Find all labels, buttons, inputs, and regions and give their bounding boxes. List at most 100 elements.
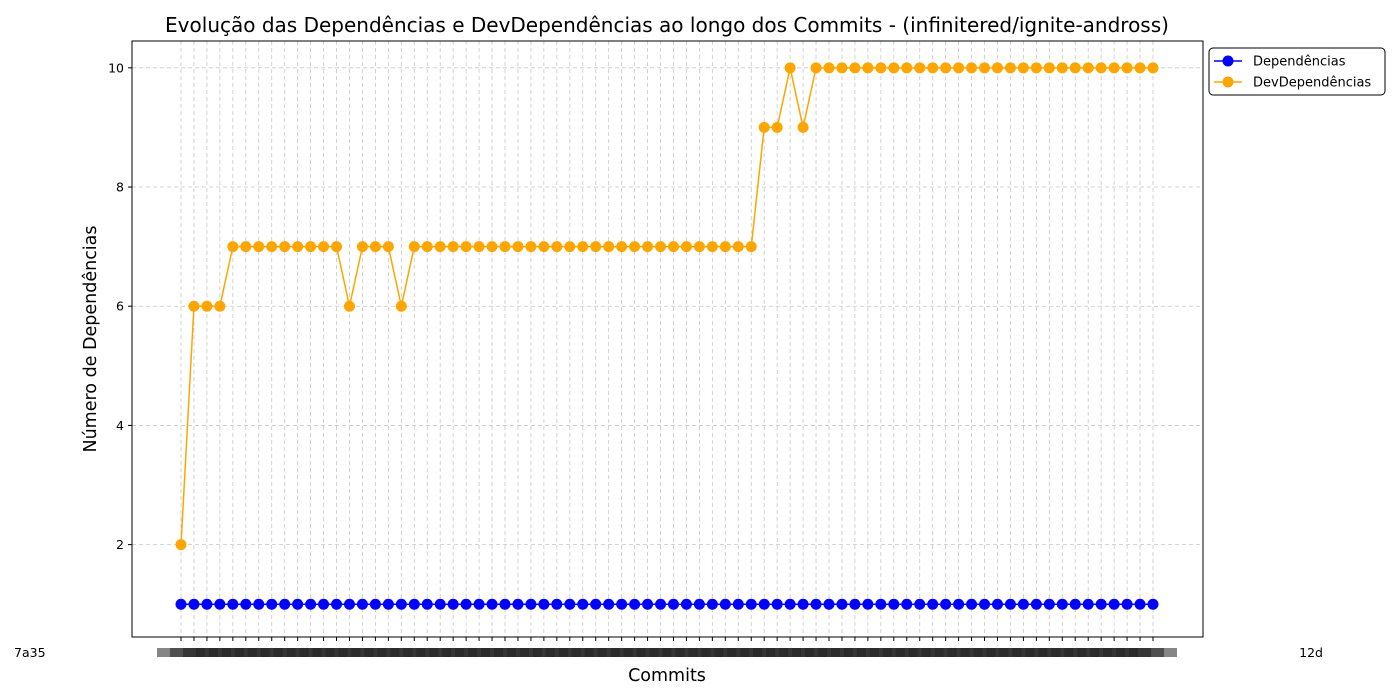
data-point — [577, 598, 589, 610]
data-point — [706, 598, 718, 610]
data-point — [240, 598, 252, 610]
data-point — [356, 241, 368, 253]
data-point — [214, 300, 226, 312]
data-point — [693, 241, 705, 253]
data-point — [940, 62, 952, 74]
y-tick-label: 4 — [116, 418, 124, 433]
series-devdependencias — [175, 62, 1159, 551]
data-point — [318, 598, 330, 610]
data-point — [1056, 598, 1068, 610]
data-point — [642, 241, 654, 253]
data-point — [979, 62, 991, 74]
data-point — [914, 62, 926, 74]
legend: Dependências DevDependências — [1208, 47, 1386, 96]
data-point — [836, 62, 848, 74]
x-axis: 7a35 12d — [14, 637, 1323, 660]
data-point — [201, 300, 213, 312]
data-point — [979, 598, 991, 610]
data-point — [849, 62, 861, 74]
data-point — [395, 598, 407, 610]
data-point — [1121, 62, 1133, 74]
data-point — [434, 598, 446, 610]
data-point — [888, 598, 900, 610]
legend-box — [1208, 47, 1386, 96]
data-point — [797, 598, 809, 610]
data-point — [227, 241, 239, 253]
data-point — [331, 241, 343, 253]
data-point — [421, 241, 433, 253]
data-point — [279, 598, 291, 610]
data-point — [616, 598, 628, 610]
data-point — [343, 598, 355, 610]
data-point — [499, 241, 511, 253]
x-tick-label-band — [157, 648, 1177, 657]
y-tick-label: 6 — [116, 299, 124, 314]
data-point — [1069, 62, 1081, 74]
data-point — [732, 241, 744, 253]
chart-title: Evolução das Dependências e DevDependênc… — [165, 13, 1169, 37]
data-point — [862, 598, 874, 610]
data-point — [966, 598, 978, 610]
data-point — [512, 241, 524, 253]
data-point — [279, 241, 291, 253]
data-point — [473, 598, 485, 610]
data-point — [901, 62, 913, 74]
data-point — [603, 241, 615, 253]
data-point — [512, 598, 524, 610]
data-point — [305, 598, 317, 610]
data-point — [564, 598, 576, 610]
data-point — [784, 62, 796, 74]
data-point — [719, 598, 731, 610]
data-point — [1017, 598, 1029, 610]
data-point — [836, 598, 848, 610]
y-tick-label: 8 — [116, 180, 124, 195]
y-tick-label: 2 — [116, 537, 124, 552]
data-point — [188, 598, 200, 610]
data-point — [927, 598, 939, 610]
data-point — [914, 598, 926, 610]
data-point — [629, 598, 641, 610]
data-point — [603, 598, 615, 610]
data-point — [1134, 62, 1146, 74]
data-point — [331, 598, 343, 610]
data-point — [758, 121, 770, 133]
legend-label: Dependências — [1253, 55, 1346, 70]
data-point — [564, 241, 576, 253]
data-point — [953, 62, 965, 74]
data-point — [655, 241, 667, 253]
data-point — [240, 241, 252, 253]
data-point — [266, 241, 278, 253]
data-point — [784, 598, 796, 610]
data-point — [421, 598, 433, 610]
data-point — [1134, 598, 1146, 610]
data-point — [486, 598, 498, 610]
data-point — [266, 598, 278, 610]
data-point — [862, 62, 874, 74]
data-point — [849, 598, 861, 610]
data-point — [1043, 598, 1055, 610]
data-point — [1082, 62, 1094, 74]
data-point — [810, 62, 822, 74]
data-point — [1030, 62, 1042, 74]
data-point — [253, 598, 265, 610]
data-point — [953, 598, 965, 610]
data-point — [1095, 62, 1107, 74]
data-point — [590, 598, 602, 610]
data-point — [1108, 598, 1120, 610]
legend-item-devdependencias: DevDependências — [1214, 76, 1371, 91]
series-dependencias — [175, 598, 1159, 610]
data-point — [1004, 598, 1016, 610]
data-point — [1082, 598, 1094, 610]
data-point — [408, 598, 420, 610]
data-point — [201, 598, 213, 610]
data-point — [590, 241, 602, 253]
data-point — [577, 241, 589, 253]
data-point — [680, 241, 692, 253]
grid — [132, 41, 1203, 637]
data-point — [369, 598, 381, 610]
data-point — [499, 598, 511, 610]
data-point — [719, 241, 731, 253]
data-point — [253, 241, 265, 253]
data-point — [991, 598, 1003, 610]
